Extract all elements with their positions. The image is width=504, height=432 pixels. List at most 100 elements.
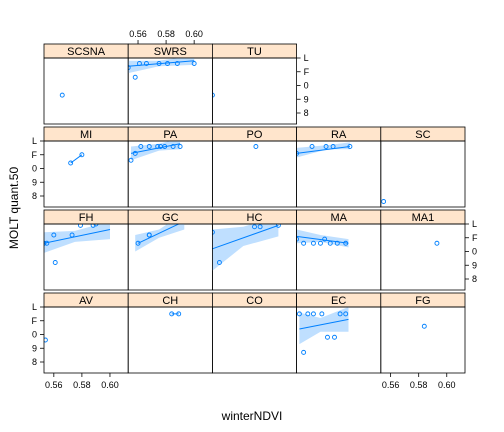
data-point: [323, 144, 329, 149]
data-point: [78, 224, 83, 228]
data-point: [90, 224, 96, 228]
x-tick-label: 0.56: [129, 29, 147, 39]
panel-ra: RA: [296, 126, 382, 208]
panel-strip-label: HC: [247, 212, 263, 224]
panel-strip-label: MA1: [412, 212, 435, 224]
data-point: [337, 311, 343, 317]
y-tick-label: L: [304, 53, 309, 63]
panel-plot-area: [296, 142, 353, 158]
y-tick-label: 8: [32, 357, 37, 367]
data-point: [296, 311, 302, 317]
panel-frame: [127, 306, 213, 374]
panel-scsna: SCSNA: [43, 43, 129, 125]
panel-swrs: SWRS: [127, 43, 213, 125]
panel-strip-label: FH: [79, 212, 94, 224]
data-point: [421, 323, 427, 329]
confidence-band: [299, 307, 349, 345]
confidence-band: [131, 141, 181, 161]
panel-frame: [380, 140, 466, 208]
data-point: [146, 144, 152, 149]
data-point: [132, 150, 138, 156]
panel-strip-label: AV: [79, 295, 94, 307]
panel-frame: [211, 306, 297, 374]
data-point: [309, 144, 315, 149]
y-tick-label: 8: [32, 191, 37, 201]
panel-plot-area: [128, 141, 183, 163]
panel-plot-area: [253, 144, 259, 149]
panel-ch: CH: [127, 292, 213, 374]
y-tick-label: F: [304, 67, 310, 77]
panel-frame: [211, 140, 297, 208]
panel-ma1: MA1: [380, 209, 466, 291]
panel-frame: [43, 140, 129, 208]
data-point: [132, 74, 138, 80]
data-point: [216, 260, 222, 265]
data-point: [301, 240, 307, 246]
panel-sc: SC: [380, 126, 466, 208]
panel-strip-label: SC: [415, 129, 430, 141]
y-tick-label: 0: [472, 247, 477, 257]
panel-plot-area: [296, 307, 349, 355]
data-point: [174, 61, 180, 66]
x-tick-label: 0.56: [45, 380, 63, 390]
y-tick-label: L: [32, 136, 37, 146]
confidence-band: [212, 224, 279, 271]
data-point: [252, 224, 257, 230]
y-tick-label: 0: [304, 81, 309, 91]
panel-po: PO: [211, 126, 297, 208]
data-point: [69, 232, 75, 238]
y-tick-label: F: [32, 316, 38, 326]
panel-frame: [211, 57, 297, 125]
panel-gc: GC: [127, 209, 213, 291]
data-point: [68, 160, 74, 166]
data-point: [318, 240, 323, 246]
data-point: [301, 349, 307, 355]
y-tick-label: 0: [32, 330, 37, 340]
panel-plot-area: [169, 311, 182, 317]
panel-plot-area: [44, 337, 48, 343]
x-tick-label: 0.60: [185, 29, 203, 39]
panel-plot-area: [421, 323, 427, 329]
data-point: [343, 311, 349, 317]
data-point: [176, 311, 182, 317]
data-point: [44, 240, 47, 246]
data-point: [253, 144, 259, 149]
x-axis-label: winterNDVI: [221, 409, 283, 423]
data-point: [165, 61, 170, 66]
panel-ec: EC: [296, 292, 382, 374]
y-axis-label: MOLT quant.50: [7, 167, 21, 250]
data-point: [52, 260, 58, 265]
data-point: [310, 311, 316, 317]
y-tick-label: 9: [32, 343, 37, 353]
data-point: [135, 240, 141, 246]
data-point: [191, 61, 197, 66]
data-point: [162, 144, 168, 149]
data-point: [138, 144, 144, 149]
data-point: [347, 144, 353, 149]
data-point: [434, 240, 440, 246]
confidence-band: [135, 224, 185, 252]
panel-strip-label: MI: [80, 129, 92, 141]
data-point: [327, 240, 333, 246]
y-tick-label: F: [472, 233, 478, 243]
data-point: [305, 311, 311, 317]
panel-av: AV: [43, 292, 129, 374]
fit-line: [212, 224, 279, 250]
data-point: [170, 144, 176, 149]
fit-line: [44, 229, 111, 244]
data-point: [51, 232, 57, 238]
panel-strip-label: PO: [247, 129, 263, 141]
y-tick-label: L: [32, 302, 37, 312]
data-point: [275, 224, 281, 228]
panel-hc: HC: [211, 209, 297, 291]
data-point: [128, 65, 131, 71]
y-tick-label: 8: [304, 108, 309, 118]
data-point: [44, 337, 48, 343]
data-point: [136, 61, 142, 66]
y-tick-label: 9: [32, 177, 37, 187]
fit-line: [299, 318, 349, 330]
data-point: [93, 224, 99, 227]
fit-line: [130, 143, 181, 154]
panel-co: CO: [211, 292, 297, 374]
y-tick-label: L: [472, 219, 477, 229]
